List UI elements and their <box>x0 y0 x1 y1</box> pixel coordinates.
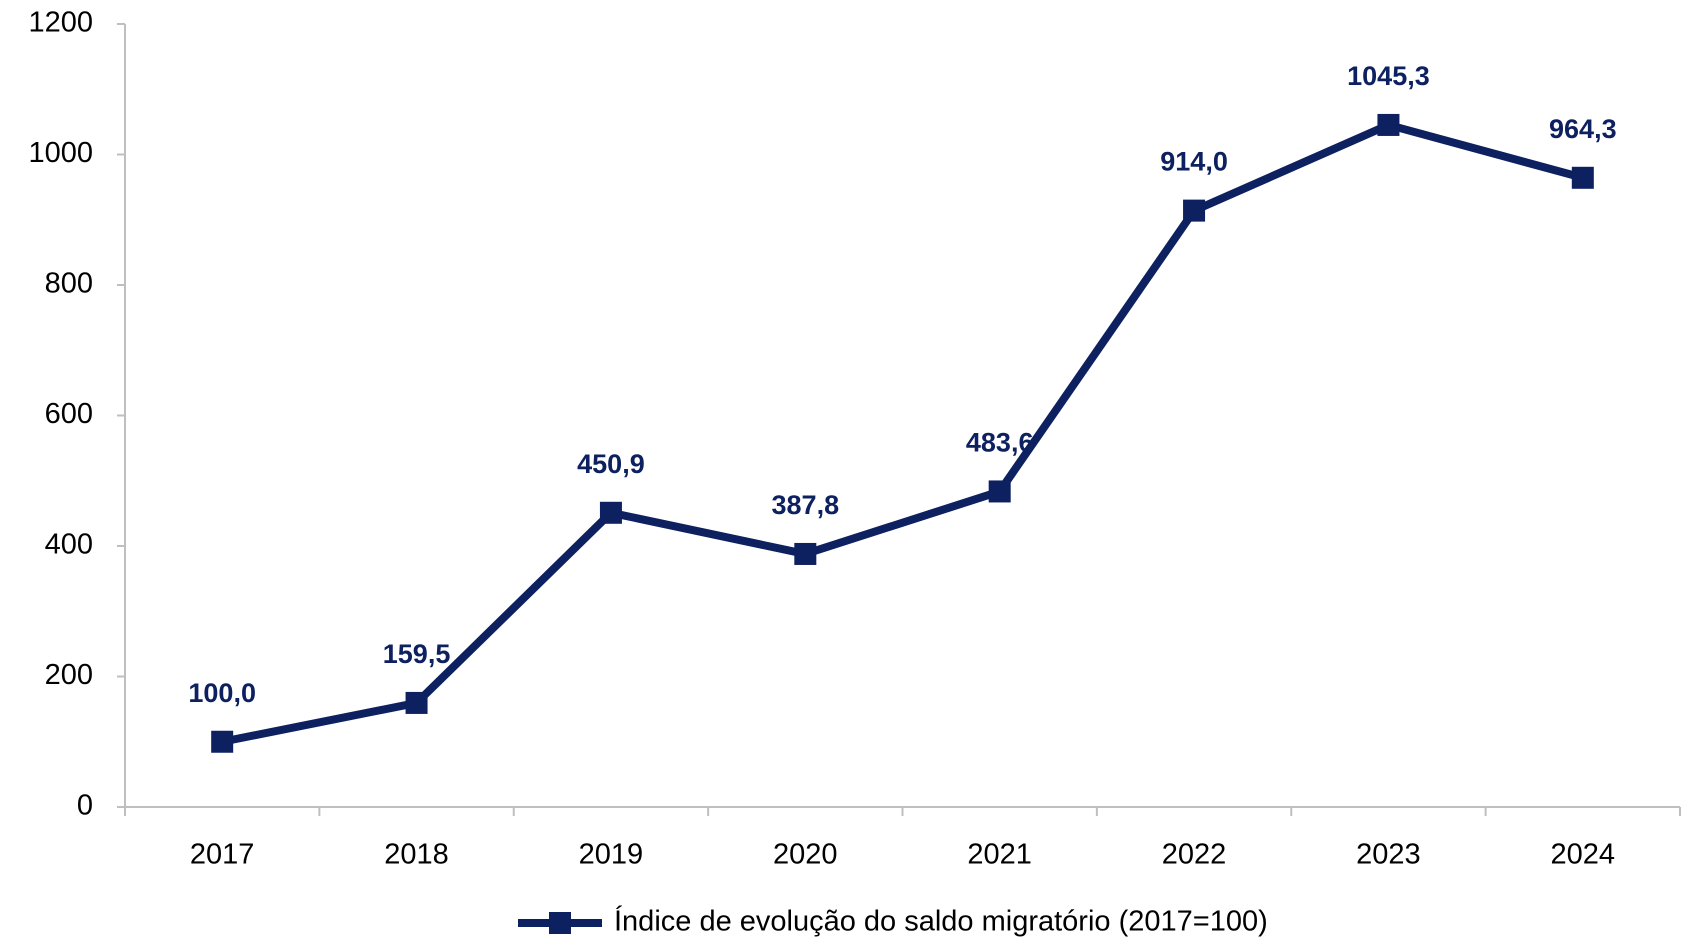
marker <box>599 501 622 524</box>
legend-marker <box>549 912 571 934</box>
y-tick-label: 600 <box>45 398 93 430</box>
marker <box>1183 199 1206 222</box>
marker <box>211 730 234 753</box>
data-label: 387,8 <box>772 490 840 520</box>
y-tick-label: 1000 <box>28 137 93 169</box>
data-label: 964,3 <box>1549 114 1617 144</box>
data-label: 450,9 <box>577 449 645 479</box>
data-label: 1045,3 <box>1347 61 1430 91</box>
y-tick-label: 1200 <box>28 7 93 39</box>
y-tick-label: 400 <box>45 529 93 561</box>
x-tick-label: 2018 <box>384 839 449 871</box>
x-tick-label: 2021 <box>967 839 1032 871</box>
x-tick-label: 2024 <box>1551 839 1616 871</box>
x-tick-label: 2019 <box>579 839 644 871</box>
marker <box>1377 113 1400 136</box>
data-label: 100,0 <box>188 678 256 708</box>
legend-label: Índice de evolução do saldo migratório (… <box>614 905 1268 938</box>
data-label: 483,6 <box>966 428 1034 458</box>
marker <box>405 691 428 714</box>
line <box>221 120 1584 746</box>
x-tick-label: 2023 <box>1356 839 1421 871</box>
marker <box>794 542 817 565</box>
marker <box>988 480 1011 503</box>
y-tick-label: 800 <box>45 268 93 300</box>
y-tick-label: 200 <box>45 659 93 691</box>
x-tick-label: 2017 <box>190 839 255 871</box>
x-tick-label: 2020 <box>773 839 838 871</box>
data-label: 914,0 <box>1160 147 1228 177</box>
y-tick-label: 0 <box>77 790 93 822</box>
marker <box>1571 166 1594 189</box>
data-label: 159,5 <box>383 639 451 669</box>
x-tick-label: 2022 <box>1162 839 1227 871</box>
